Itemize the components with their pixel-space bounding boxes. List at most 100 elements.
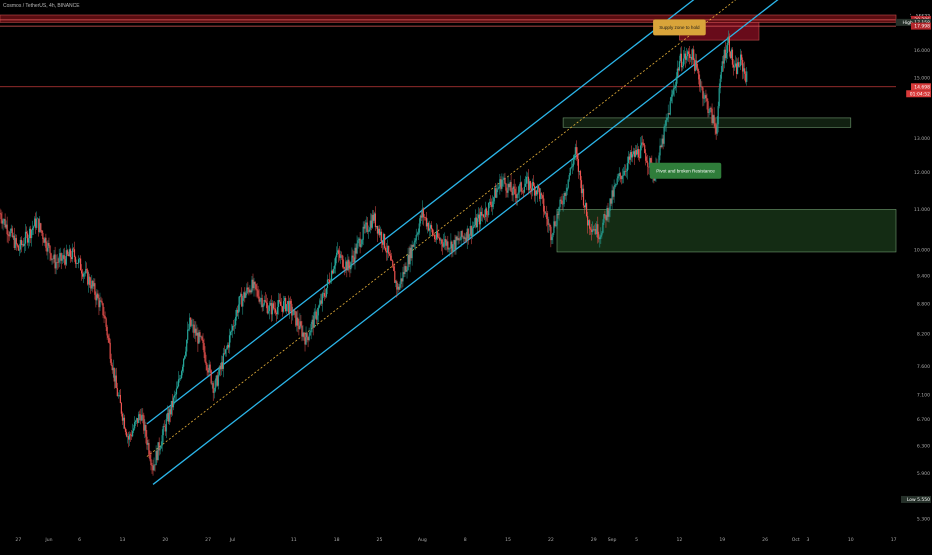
candle-body bbox=[261, 298, 263, 308]
candle-body bbox=[101, 301, 103, 304]
candle-body bbox=[430, 225, 433, 230]
candle-body bbox=[105, 318, 107, 327]
candle-body bbox=[126, 436, 129, 437]
candle-body bbox=[467, 228, 469, 239]
x-tick-label: 17 bbox=[891, 537, 897, 543]
candle-body bbox=[25, 231, 28, 234]
candle-body bbox=[422, 208, 424, 218]
candle-body bbox=[525, 176, 527, 184]
candle-body bbox=[649, 158, 651, 168]
candle-body bbox=[617, 176, 619, 179]
candle-body bbox=[465, 237, 467, 242]
candle-body bbox=[376, 225, 379, 234]
channel-midline[interactable] bbox=[146, 0, 912, 457]
candle-body bbox=[58, 256, 60, 263]
candle-body bbox=[53, 254, 55, 260]
channel-upper-line[interactable] bbox=[146, 0, 912, 425]
candle-body bbox=[502, 179, 504, 180]
candle-body bbox=[11, 228, 13, 237]
x-tick-label: 25 bbox=[377, 537, 383, 543]
candle-body bbox=[169, 409, 171, 415]
supply-annotation-box bbox=[653, 19, 706, 36]
candle-body bbox=[54, 254, 56, 269]
candle-body bbox=[629, 152, 632, 160]
supply-annotation[interactable]: Supply zone to hold bbox=[653, 19, 706, 36]
candle-body bbox=[654, 177, 656, 181]
candle-body bbox=[407, 254, 409, 271]
time-axis[interactable] bbox=[0, 526, 932, 550]
candle-body bbox=[62, 255, 64, 259]
candle-body bbox=[306, 333, 308, 338]
candle-body bbox=[134, 422, 136, 429]
candle-body bbox=[721, 61, 723, 72]
candle-body bbox=[219, 366, 221, 370]
candle-body bbox=[377, 228, 380, 234]
candle-body bbox=[234, 325, 236, 327]
candle-body bbox=[364, 224, 366, 229]
candle-body bbox=[185, 351, 187, 356]
candle-body bbox=[661, 138, 663, 148]
candle-body bbox=[127, 436, 130, 440]
candle-body bbox=[554, 221, 556, 226]
candle-body bbox=[494, 188, 496, 198]
demand-zone[interactable] bbox=[556, 209, 897, 253]
candle-body bbox=[586, 216, 589, 226]
candle-body bbox=[52, 258, 54, 260]
candle-body bbox=[259, 299, 261, 302]
candle-body bbox=[497, 188, 499, 190]
candle-body bbox=[290, 300, 292, 304]
candle-body bbox=[254, 281, 256, 285]
candle-body bbox=[577, 159, 580, 172]
candle-body bbox=[291, 303, 293, 316]
candle-body bbox=[705, 95, 707, 99]
candle-body bbox=[442, 243, 444, 247]
candle-body bbox=[389, 253, 391, 256]
candle-body bbox=[116, 388, 118, 397]
candle-body bbox=[699, 79, 701, 87]
y-tick-label: 16.000 bbox=[914, 48, 930, 54]
candle-body bbox=[194, 328, 196, 333]
candle-body bbox=[245, 293, 247, 298]
candle-body bbox=[285, 298, 287, 311]
candle-body bbox=[682, 58, 685, 66]
candle-body bbox=[342, 255, 344, 267]
candle-body bbox=[182, 366, 184, 372]
candle-body bbox=[59, 253, 61, 257]
candle-body bbox=[638, 149, 640, 158]
pivot-annotation[interactable]: Pivot and broken Resistance bbox=[649, 162, 722, 179]
pivot-zone[interactable] bbox=[562, 117, 852, 128]
candle-body bbox=[740, 54, 742, 67]
candle-body bbox=[493, 197, 495, 202]
y-tick-label: 11.000 bbox=[914, 207, 930, 213]
candle-body bbox=[662, 138, 664, 144]
candle-body bbox=[220, 362, 222, 370]
candle-body bbox=[75, 262, 78, 264]
candle-body bbox=[515, 194, 517, 199]
candle-body bbox=[307, 337, 309, 341]
candle-body bbox=[426, 222, 429, 227]
candle-body bbox=[258, 296, 260, 302]
candle-body bbox=[404, 266, 406, 275]
sell-zone[interactable] bbox=[0, 14, 897, 23]
candle-body bbox=[570, 167, 572, 168]
y-tick-label: 5.300 bbox=[917, 517, 930, 523]
x-tick-label: 20 bbox=[162, 537, 168, 543]
candle-body bbox=[742, 59, 744, 72]
candle-body bbox=[100, 300, 102, 302]
candle-body bbox=[569, 167, 571, 175]
candle-body bbox=[613, 187, 615, 197]
candle-body bbox=[271, 303, 273, 315]
candle-body bbox=[392, 260, 394, 267]
candle-body bbox=[687, 51, 690, 55]
candle-body bbox=[689, 54, 691, 58]
candle-body bbox=[277, 300, 280, 308]
x-tick-label: 8 bbox=[464, 537, 467, 543]
candle-body bbox=[233, 325, 235, 327]
candle-body bbox=[736, 62, 739, 74]
candle-body bbox=[228, 335, 231, 348]
candle-body bbox=[70, 257, 73, 260]
candle-body bbox=[243, 292, 245, 299]
candle-body bbox=[192, 324, 194, 326]
